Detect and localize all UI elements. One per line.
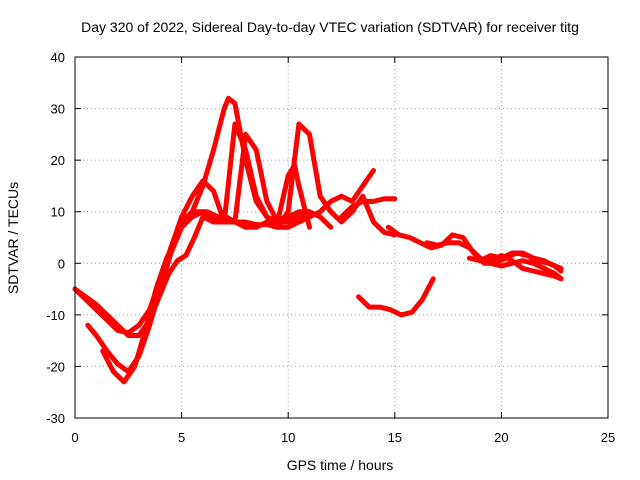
y-tick-labels: -30 -20 -10 0 10 20 30 40 bbox=[46, 50, 65, 426]
x-tick-label: 5 bbox=[178, 430, 185, 445]
series-line-track-6 bbox=[339, 196, 398, 220]
y-axis-label: SDTVAR / TECUs bbox=[5, 182, 21, 294]
series-line-track-10 bbox=[466, 250, 564, 274]
grid-lines bbox=[75, 57, 608, 418]
series-line-track-5 bbox=[140, 131, 312, 338]
series-line-track-7 bbox=[356, 276, 436, 318]
y-tick-label: 0 bbox=[58, 256, 65, 271]
chart-title: Day 320 of 2022, Sidereal Day-to-day VTE… bbox=[81, 19, 579, 35]
series-line-track-2 bbox=[72, 209, 334, 338]
x-tick-label: 20 bbox=[494, 430, 508, 445]
series-line-track-9 bbox=[424, 240, 564, 282]
plot-frame bbox=[74, 56, 609, 419]
y-tick-label: 30 bbox=[51, 102, 65, 117]
x-tick-label: 15 bbox=[388, 430, 402, 445]
y-tick-label: 20 bbox=[51, 153, 65, 168]
x-tick-label: 25 bbox=[601, 430, 615, 445]
series-line-track-4 bbox=[100, 121, 398, 385]
y-tick-label: 10 bbox=[51, 205, 65, 220]
y-tick-label: -20 bbox=[46, 359, 65, 374]
x-axis-label: GPS time / hours bbox=[287, 457, 394, 473]
axis-ticks bbox=[74, 56, 609, 419]
y-tick-label: -10 bbox=[46, 308, 65, 323]
x-tick-labels: 0 5 10 15 20 25 bbox=[71, 430, 615, 445]
series-line-track-11 bbox=[488, 253, 564, 282]
y-tick-label: -30 bbox=[46, 411, 65, 426]
data-series bbox=[72, 95, 564, 385]
y-tick-label: 40 bbox=[51, 50, 65, 65]
x-tick-label: 10 bbox=[281, 430, 295, 445]
x-tick-label: 0 bbox=[71, 430, 78, 445]
